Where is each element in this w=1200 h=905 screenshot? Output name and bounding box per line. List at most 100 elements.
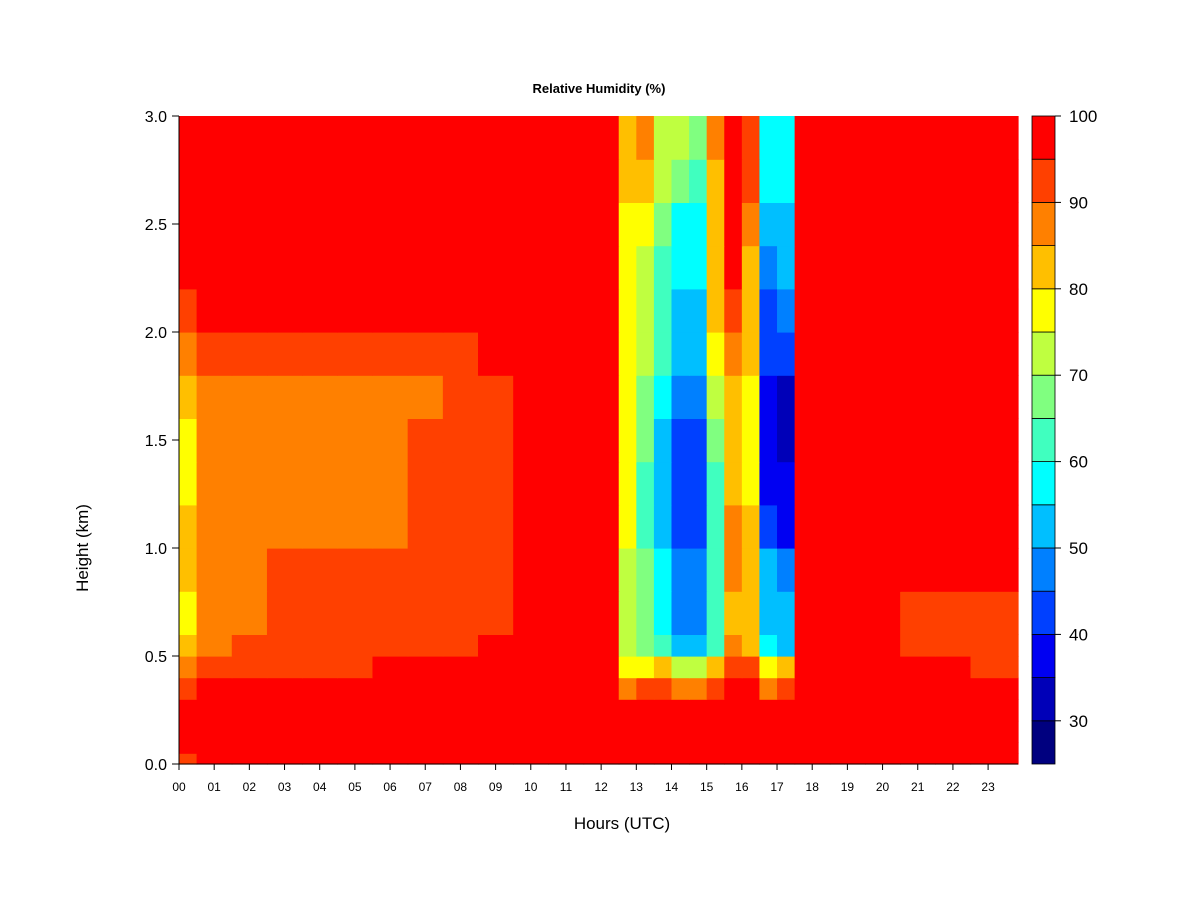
heatmap-cell (372, 245, 409, 290)
heatmap-cell (407, 461, 444, 506)
heatmap-cell (724, 504, 743, 549)
heatmap-cell (583, 202, 620, 247)
heatmap-cell (671, 202, 690, 247)
heatmap-cell (777, 699, 796, 722)
heatmap-cell (442, 461, 479, 506)
heatmap-cell (231, 375, 268, 419)
colorbar-tick-label: 40 (1069, 625, 1088, 644)
x-tick-label: 20 (876, 780, 890, 794)
heatmap-cell (706, 418, 725, 463)
heatmap-cell (583, 753, 620, 765)
heatmap-cell (724, 548, 743, 592)
heatmap-cell (478, 375, 514, 419)
heatmap-cell (689, 548, 708, 592)
heatmap-cell (689, 288, 708, 333)
heatmap-cell (372, 742, 409, 754)
heatmap-cell (653, 677, 673, 700)
heatmap-cell (266, 720, 303, 743)
heatmap-cell (724, 753, 743, 765)
heatmap-cell (302, 656, 338, 679)
heatmap-cell (583, 634, 620, 657)
heatmap-cell (777, 753, 796, 765)
heatmap-cell (689, 375, 708, 419)
heatmap-cell (407, 375, 444, 419)
heatmap-cell (442, 418, 479, 463)
heatmap-cell (741, 202, 761, 247)
heatmap-cell (970, 742, 1019, 754)
heatmap-cell (777, 742, 796, 754)
colorbar-tick-label: 80 (1069, 280, 1088, 299)
heatmap-cell (196, 504, 233, 549)
heatmap-cell (372, 375, 409, 419)
heatmap-cell (653, 461, 673, 506)
x-tick-label: 11 (560, 780, 573, 794)
heatmap-cell (513, 720, 549, 743)
heatmap-cell (653, 288, 673, 333)
heatmap-cell (970, 418, 1019, 463)
heatmap-cell (618, 375, 637, 419)
heatmap-cell (407, 159, 444, 203)
heatmap-cell (970, 634, 1019, 657)
heatmap-cell (671, 742, 690, 754)
heatmap-cell (179, 461, 198, 506)
colorbar-swatch (1031, 201, 1056, 246)
heatmap-cell (337, 548, 374, 592)
heatmap-cell (864, 677, 901, 700)
heatmap-cell (372, 548, 409, 592)
heatmap-cell (636, 720, 655, 743)
heatmap-cell (864, 332, 901, 376)
heatmap-cell (935, 720, 972, 743)
heatmap-cell (689, 753, 708, 765)
heatmap-cell (337, 720, 374, 743)
heatmap-cell (302, 699, 338, 722)
heatmap-cell (478, 720, 514, 743)
heatmap-cell (900, 548, 936, 592)
heatmap-cell (372, 677, 409, 700)
heatmap-cell (864, 202, 901, 247)
heatmap-cell (179, 245, 198, 290)
heatmap-cell (548, 634, 585, 657)
heatmap-cell (900, 418, 936, 463)
heatmap-cell (196, 634, 233, 657)
heatmap-cell (196, 375, 233, 419)
heatmap-cell (970, 699, 1019, 722)
heatmap-cell (337, 418, 374, 463)
x-tick-label: 09 (489, 780, 503, 794)
heatmap-cell (777, 202, 796, 247)
colorbar-swatch (1031, 590, 1056, 635)
heatmap-cell (618, 677, 637, 700)
heatmap-cell (794, 742, 831, 754)
heatmap-cell (970, 548, 1019, 592)
heatmap-cell (231, 116, 268, 160)
heatmap-cell (706, 656, 725, 679)
heatmap-cell (829, 159, 866, 203)
heatmap-cell (179, 288, 198, 333)
heatmap-cell (794, 159, 831, 203)
heatmap-cell (302, 288, 338, 333)
heatmap-cell (970, 245, 1019, 290)
heatmap-cell (671, 656, 690, 679)
heatmap-cell (777, 245, 796, 290)
heatmap-cell (970, 288, 1019, 333)
heatmap-cell (407, 720, 444, 743)
heatmap-cell (777, 504, 796, 549)
x-tick-label: 07 (419, 780, 433, 794)
heatmap-cell (636, 159, 655, 203)
heatmap-cell (337, 461, 374, 506)
x-tick-label: 03 (278, 780, 292, 794)
heatmap-cell (724, 656, 743, 679)
heatmap-cell (759, 591, 778, 635)
heatmap-cell (900, 288, 936, 333)
heatmap-cell (407, 591, 444, 635)
heatmap-cell (196, 332, 233, 376)
heatmap-cell (689, 720, 708, 743)
heatmap-cell (724, 288, 743, 333)
heatmap-cell (970, 461, 1019, 506)
heatmap-cell (583, 720, 620, 743)
heatmap-cell (689, 656, 708, 679)
heatmap-cell (618, 742, 637, 754)
heatmap-cell (337, 753, 374, 765)
heatmap-cell (777, 418, 796, 463)
heatmap-cell (548, 548, 585, 592)
x-tick-label: 08 (454, 780, 468, 794)
